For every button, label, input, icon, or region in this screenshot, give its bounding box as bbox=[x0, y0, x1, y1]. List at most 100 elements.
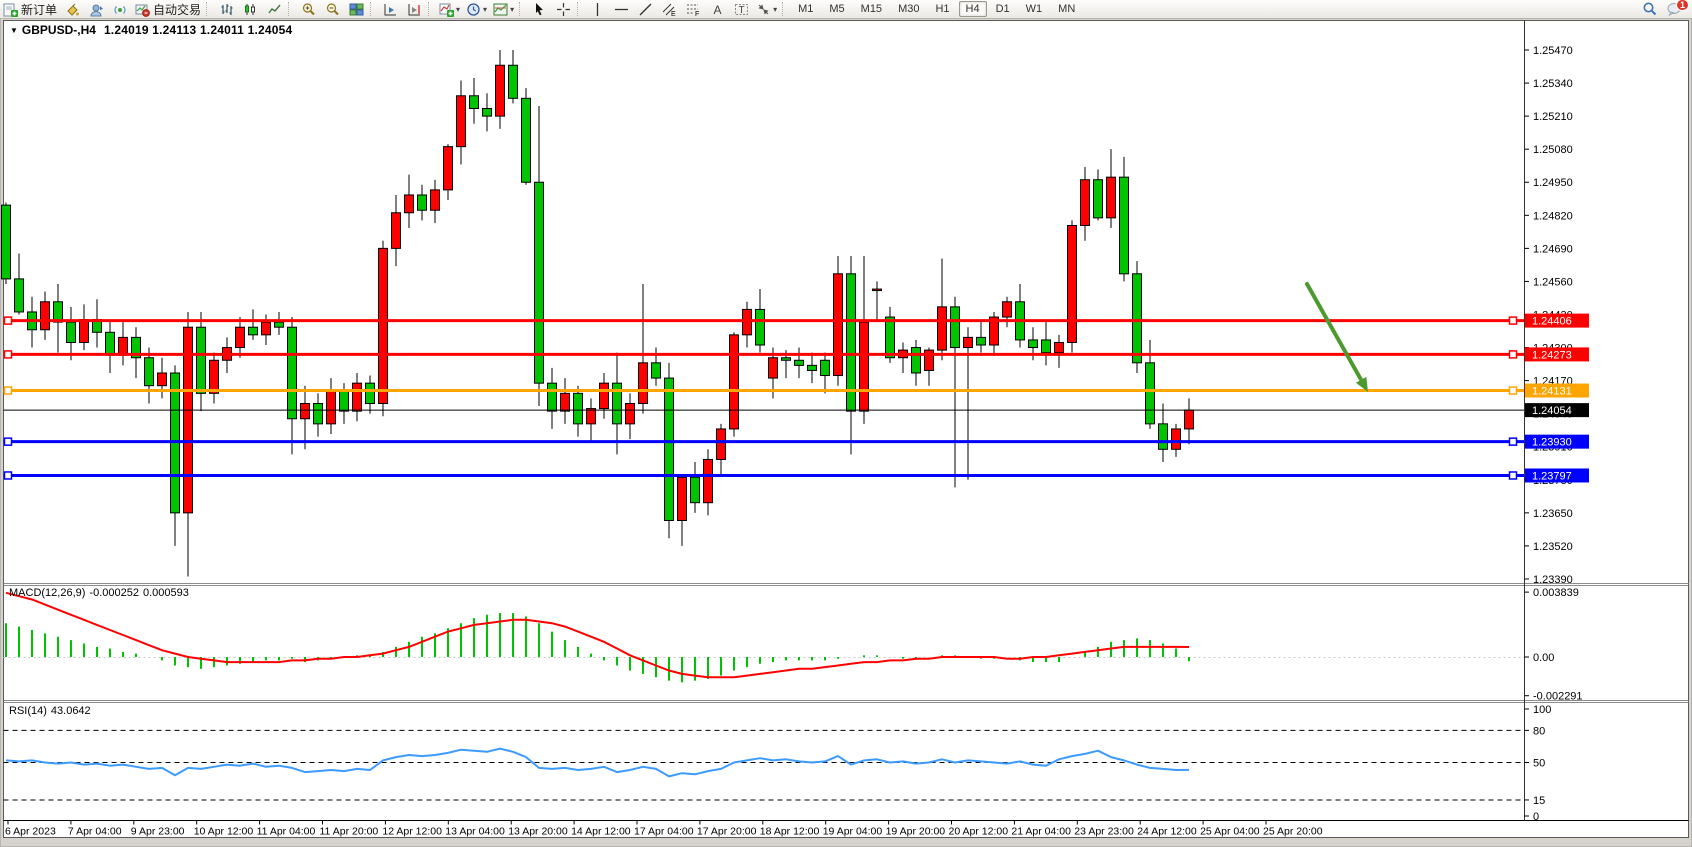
signal-icon bbox=[113, 5, 126, 14]
line-handle[interactable] bbox=[1508, 350, 1518, 359]
autotrading-button[interactable]: 自动交易 bbox=[133, 1, 203, 17]
auto-scroll-button[interactable] bbox=[379, 1, 401, 17]
line-handle[interactable] bbox=[3, 386, 13, 395]
price-axis-tick: 1.25340 bbox=[1533, 78, 1573, 90]
line-handle[interactable] bbox=[1508, 316, 1518, 325]
rsi-axis-tick: 15 bbox=[1533, 795, 1545, 807]
horizontal-line-1.24273[interactable] bbox=[3, 350, 1525, 359]
equidistant-channel-tool-button[interactable]: E bbox=[658, 1, 680, 17]
publish-button[interactable] bbox=[85, 1, 107, 17]
panel-separators bbox=[3, 20, 1689, 821]
search-button[interactable] bbox=[1639, 1, 1661, 17]
text-label-tool-button[interactable]: T bbox=[730, 1, 752, 17]
new-order-icon bbox=[3, 3, 18, 17]
line-handle[interactable] bbox=[3, 316, 13, 325]
paint-bucket-icon bbox=[66, 3, 79, 16]
rsi-axis-tick: 100 bbox=[1533, 704, 1551, 716]
publish-icon bbox=[90, 4, 103, 16]
time-axis-label: 9 Apr 23:00 bbox=[131, 826, 185, 838]
line-handle[interactable] bbox=[1508, 437, 1518, 446]
line-chart-button[interactable] bbox=[263, 1, 285, 17]
dropdown-caret: ▾ bbox=[456, 4, 461, 14]
timeframe-button-w1[interactable]: W1 bbox=[1025, 3, 1043, 15]
tile-windows-button[interactable] bbox=[345, 1, 367, 17]
timeframe-button-h1[interactable]: H1 bbox=[935, 3, 950, 15]
price-axis-tick: 1.25080 bbox=[1533, 144, 1573, 156]
trendline-icon bbox=[639, 3, 652, 15]
cursor-tool-button[interactable] bbox=[528, 1, 550, 17]
price-badge-1.24273: 1.24273 bbox=[1525, 347, 1589, 362]
svg-text:E: E bbox=[671, 11, 676, 17]
horizontal-line-icon bbox=[614, 8, 628, 10]
time-axis-label: 11 Apr 04:00 bbox=[257, 826, 316, 838]
line-handle[interactable] bbox=[3, 350, 13, 359]
horizontal-line-1.23797[interactable] bbox=[3, 471, 1525, 480]
trendline-tool-button[interactable] bbox=[634, 1, 656, 17]
timeframe-button-m15[interactable]: M15 bbox=[860, 3, 883, 15]
line-handle[interactable] bbox=[3, 471, 13, 480]
time-axis[interactable]: 6 Apr 2023 7 Apr 04:00 9 Apr 23:00 10 Apr 1… bbox=[5, 820, 1323, 838]
timeframe-button-h4[interactable]: H4 bbox=[958, 1, 987, 17]
fibonacci-tool-button[interactable]: F bbox=[682, 1, 704, 17]
price-badge-current: 1.24054 bbox=[1525, 403, 1589, 418]
line-handle[interactable] bbox=[1508, 386, 1518, 395]
notifications-button[interactable]: 1 bbox=[1663, 0, 1689, 17]
toolbar: 新订单 自动交易 ▾ ▾ bbox=[0, 0, 1692, 19]
indicators-button[interactable]: ▾ bbox=[437, 1, 462, 17]
chart-canvas[interactable]: 1.25470 1.25340 1.25210 1.25080 1.24950 1.248… bbox=[0, 18, 1692, 847]
arrows-tool-button[interactable]: ▾ bbox=[754, 1, 779, 17]
timeframe-button-mn[interactable]: MN bbox=[1058, 3, 1076, 15]
tile-windows-icon bbox=[349, 3, 364, 15]
trend-arrow-annotation[interactable] bbox=[1305, 282, 1368, 392]
text-tool-button[interactable]: A bbox=[706, 1, 728, 17]
time-axis-label: 10 Apr 12:00 bbox=[194, 826, 254, 838]
line-handle[interactable] bbox=[3, 437, 13, 446]
price-badge-1.23930: 1.23930 bbox=[1525, 434, 1589, 449]
auto-scroll-icon bbox=[384, 3, 396, 15]
toolbar-separator bbox=[370, 2, 376, 16]
signals-button[interactable] bbox=[109, 1, 131, 17]
timeframe-button-m1[interactable]: M1 bbox=[798, 3, 814, 15]
zoom-in-button[interactable] bbox=[297, 1, 319, 17]
vertical-line-icon bbox=[596, 2, 598, 16]
timeframe-button-m30[interactable]: M30 bbox=[898, 3, 920, 15]
chart-shift-button[interactable] bbox=[403, 1, 425, 17]
price-axis-tick: 1.24820 bbox=[1533, 210, 1573, 222]
timeframe-buttons: M1 M5 M15 M30 H1 H4 D1 W1 MN bbox=[790, 1, 1083, 17]
price-axis-tick: 1.23390 bbox=[1533, 574, 1573, 586]
timeframe-button-m5[interactable]: M5 bbox=[829, 3, 845, 15]
price-badge-1.24406-text: 1.24406 bbox=[1532, 316, 1572, 328]
crosshair-tool-button[interactable] bbox=[552, 1, 574, 17]
autotrading-label: 自动交易 bbox=[153, 2, 202, 17]
vertical-line-tool-button[interactable] bbox=[586, 1, 608, 17]
horizontal-line-1.24406[interactable] bbox=[3, 316, 1525, 325]
time-axis-label: 18 Apr 12:00 bbox=[760, 826, 820, 838]
templates-button[interactable]: ▾ bbox=[491, 1, 516, 17]
horizontal-line-1.23930[interactable] bbox=[3, 437, 1525, 446]
clock-icon bbox=[467, 2, 480, 16]
price-badge-1.24131-text: 1.24131 bbox=[1532, 386, 1572, 398]
price-badge-1.24406: 1.24406 bbox=[1525, 313, 1589, 328]
periods-button[interactable]: ▾ bbox=[464, 1, 489, 17]
toolbar-separator bbox=[519, 2, 525, 16]
time-axis-label: 6 Apr 2023 bbox=[5, 826, 56, 838]
new-order-button[interactable]: 新订单 bbox=[1, 1, 59, 17]
dropdown-caret: ▾ bbox=[510, 4, 515, 14]
styler-button[interactable] bbox=[61, 1, 83, 17]
line-handle[interactable] bbox=[1508, 471, 1518, 480]
zoom-out-button[interactable] bbox=[321, 1, 343, 17]
horizontal-line-tool-button[interactable] bbox=[610, 1, 632, 17]
toolbar-separator bbox=[577, 2, 583, 16]
equidistant-channel-icon: E bbox=[662, 3, 676, 17]
toolbar-separator bbox=[782, 2, 788, 16]
horizontal-line-1.24131[interactable] bbox=[3, 386, 1525, 395]
time-axis-label: 17 Apr 20:00 bbox=[697, 826, 757, 838]
autotrading-icon bbox=[135, 4, 150, 17]
time-axis-label: 25 Apr 20:00 bbox=[1263, 826, 1323, 838]
time-axis-label: 12 Apr 12:00 bbox=[382, 826, 442, 838]
bar-chart-button[interactable] bbox=[215, 1, 237, 17]
time-axis-label: 17 Apr 04:00 bbox=[634, 826, 694, 838]
price-axis-tick: 1.25470 bbox=[1533, 45, 1573, 57]
candlestick-chart-button[interactable] bbox=[239, 1, 261, 17]
timeframe-button-d1[interactable]: D1 bbox=[995, 3, 1010, 15]
